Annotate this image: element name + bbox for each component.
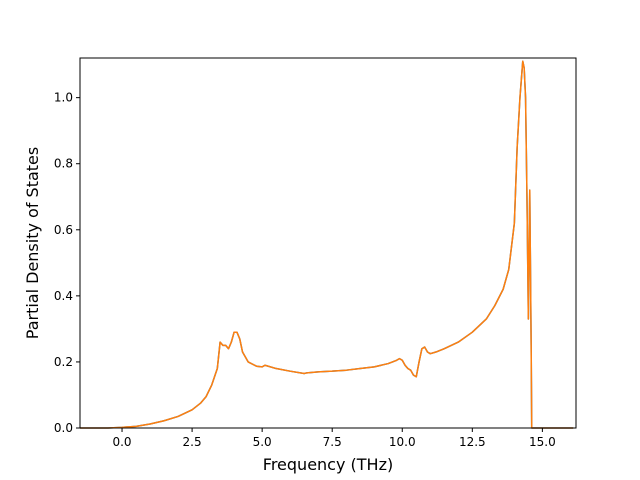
- x-tick-label: 0.0: [112, 435, 131, 449]
- y-axis-ticks: 0.0 0.2 0.4 0.6 0.8 1.0: [54, 91, 80, 435]
- y-tick-label: 1.0: [54, 91, 73, 105]
- x-tick-label: 15.0: [529, 435, 556, 449]
- y-axis-label: Partial Density of States: [23, 147, 42, 339]
- x-tick-label: 5.0: [253, 435, 272, 449]
- x-tick-label: 10.0: [389, 435, 416, 449]
- y-tick-label: 0.0: [54, 421, 73, 435]
- y-tick-label: 0.6: [54, 223, 73, 237]
- x-tick-label: 12.5: [459, 435, 486, 449]
- y-tick-label: 0.8: [54, 157, 73, 171]
- y-tick-label: 0.2: [54, 355, 73, 369]
- series-layer: [80, 60, 574, 429]
- x-tick-label: 7.5: [323, 435, 342, 449]
- y-tick-label: 0.4: [54, 289, 73, 303]
- series-line-2: [80, 60, 574, 429]
- plot-frame: [79, 57, 577, 429]
- x-axis-label: Frequency (THz): [263, 455, 393, 474]
- x-tick-label: 2.5: [183, 435, 202, 449]
- plot-area: [80, 58, 576, 428]
- x-axis-ticks: 0.0 2.5 5.0 7.5 10.0 12.5 15.0: [112, 428, 556, 449]
